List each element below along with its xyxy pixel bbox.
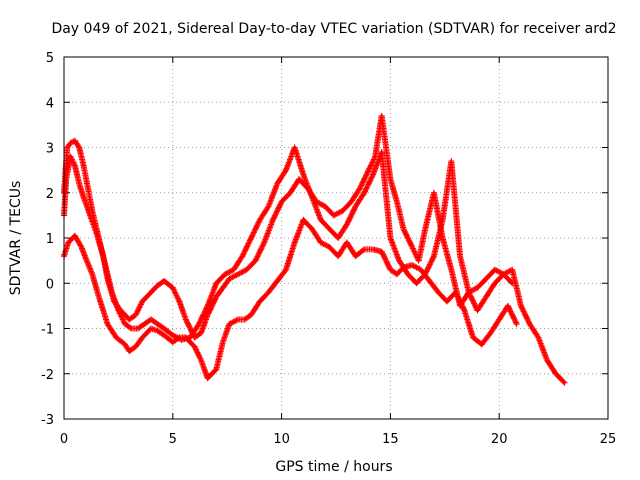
series-trace-c xyxy=(61,137,568,386)
y-tick-label: 0 xyxy=(46,277,54,292)
y-tick-label: -1 xyxy=(41,323,54,338)
axis-ticks: 0 5 10 15 20 25 -3 -2 -1 0 1 2 3 4 5 xyxy=(41,51,616,447)
x-tick-label: 5 xyxy=(169,432,177,447)
y-tick-label: -2 xyxy=(41,368,54,383)
series-markers xyxy=(61,216,520,382)
chart-title: Day 049 of 2021, Sidereal Day-to-day VTE… xyxy=(51,21,616,37)
plot-area xyxy=(61,112,568,386)
y-tick-label: 3 xyxy=(46,142,54,157)
x-tick-label: 25 xyxy=(600,432,617,447)
x-axis-label: GPS time / hours xyxy=(275,459,392,475)
y-tick-label: -3 xyxy=(41,413,54,428)
series-trace-b xyxy=(61,112,516,341)
series-trace-a xyxy=(61,216,520,382)
x-tick-label: 10 xyxy=(273,432,290,447)
x-tick-label: 20 xyxy=(491,432,508,447)
x-tick-label: 0 xyxy=(60,432,68,447)
y-tick-label: 5 xyxy=(46,51,54,66)
y-tick-label: 2 xyxy=(46,187,54,202)
y-tick-label: 1 xyxy=(46,232,54,247)
plot-frame xyxy=(63,56,609,420)
series-markers xyxy=(61,137,568,386)
series-markers xyxy=(61,112,516,341)
x-tick-label: 15 xyxy=(382,432,399,447)
y-axis-label: SDTVAR / TECUs xyxy=(8,181,24,296)
y-tick-label: 4 xyxy=(46,96,54,111)
